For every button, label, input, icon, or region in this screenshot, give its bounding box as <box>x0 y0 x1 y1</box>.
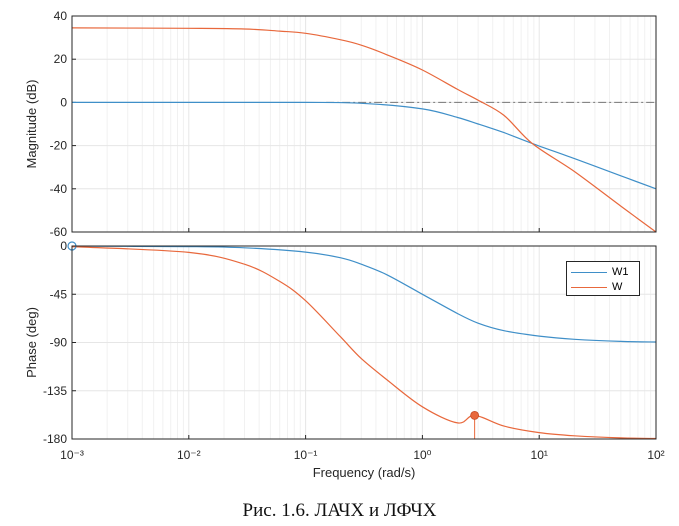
x-tick-label: 10⁰ <box>413 448 431 462</box>
y-tick-label: -135 <box>43 384 67 398</box>
series-line-w1 <box>71 245 657 343</box>
legend-swatch-w <box>571 286 607 288</box>
figure-caption: Рис. 1.6. ЛАЧХ и ЛФЧХ <box>242 500 437 521</box>
x-tick-label: 10⁻³ <box>60 448 84 462</box>
y-tick-label: 20 <box>54 52 68 66</box>
y-tick-label: 0 <box>60 239 67 253</box>
x-tick-label: 10⁻² <box>177 448 201 462</box>
magnitude-plot: 40 20 0 -20 -40 -60 Magnitude (dB) <box>24 9 657 239</box>
stability-margin-marker <box>470 411 480 420</box>
y-tick-label: -60 <box>50 225 68 239</box>
y-tick-label: -180 <box>43 432 67 446</box>
legend-item-w: W <box>571 280 622 294</box>
y-tick-label: 0 <box>60 95 67 109</box>
y-tick-label: -20 <box>50 139 68 153</box>
x-tick-label: 10⁻¹ <box>294 448 318 462</box>
x-tick-label: 10² <box>647 448 664 462</box>
y-axis-label: Magnitude (dB) <box>24 80 39 169</box>
y-tick-label: -40 <box>50 182 68 196</box>
series-line-w <box>71 27 657 233</box>
legend-item-w1: W1 <box>571 265 629 279</box>
legend-label-w: W <box>612 281 623 293</box>
axes-box <box>71 245 657 440</box>
y-tick-label: -45 <box>50 287 68 301</box>
legend: W1 W <box>566 261 640 296</box>
phase-plot: 0 -45 -90 -135 -180 Phase (deg) 10⁻³ 10⁻² 10⁻¹ 10… <box>24 239 665 480</box>
y-tick-label: -90 <box>50 336 68 350</box>
legend-label-w1: W1 <box>612 266 629 278</box>
x-axis-label: Frequency (rad/s) <box>313 465 416 480</box>
series-line-w <box>71 246 657 440</box>
y-axis-label: Phase (deg) <box>24 307 39 378</box>
x-tick-label: 10¹ <box>531 448 548 462</box>
y-tick-label: 40 <box>54 9 68 23</box>
plot-area <box>72 16 656 232</box>
series-line-w1 <box>72 101 657 190</box>
legend-swatch-w1 <box>571 271 607 273</box>
axes-box <box>71 15 657 233</box>
